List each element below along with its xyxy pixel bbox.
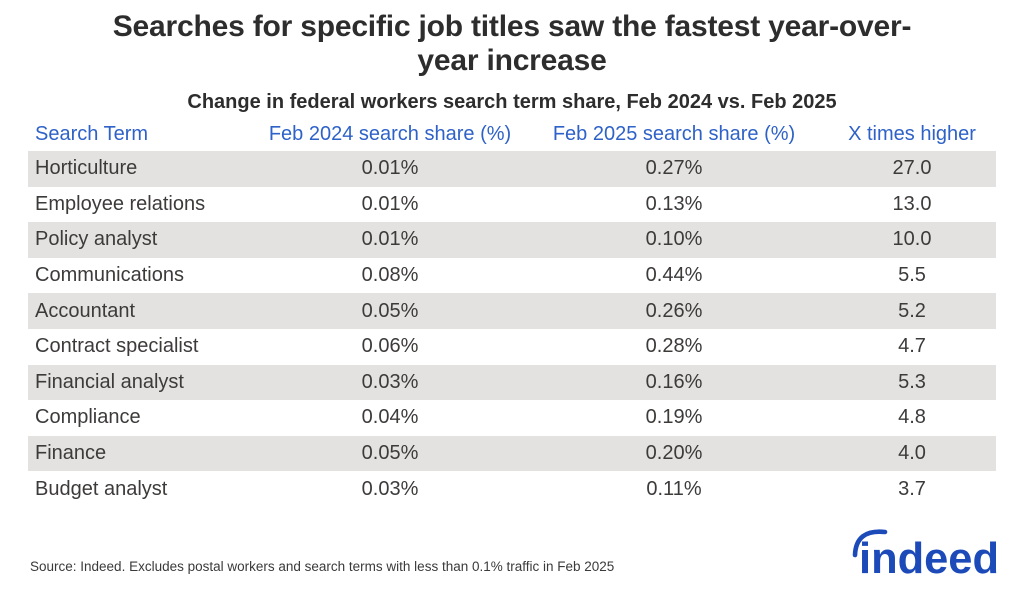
cell-feb2024: 0.08% — [361, 264, 419, 287]
cell-term: Horticulture — [35, 157, 138, 180]
cell-ratio: 5.5 — [898, 264, 926, 287]
table-row: Accountant 0.05% 0.26% 5.2 — [28, 293, 996, 329]
cell-feb2024: 0.01% — [361, 228, 419, 251]
cell-feb2025: 0.11% — [646, 477, 702, 500]
cell-feb2024: 0.01% — [361, 192, 419, 215]
column-header-search-term: Search Term — [35, 123, 149, 145]
cell-feb2025: 0.44% — [645, 264, 703, 287]
cell-term: Policy analyst — [35, 228, 158, 251]
cell-term: Employee relations — [35, 192, 206, 215]
cell-term: Compliance — [35, 406, 141, 429]
cell-feb2025: 0.10% — [645, 228, 703, 251]
table-row: Compliance 0.04% 0.19% 4.8 — [28, 400, 996, 436]
indeed-logo: indeed — [852, 529, 999, 578]
table-row: Employee relations 0.01% 0.13% 13.0 — [28, 187, 996, 223]
source-note: Source: Indeed. Excludes postal workers … — [30, 559, 615, 574]
table-header-row: Search Term Feb 2024 search share (%) Fe… — [28, 118, 996, 151]
cell-ratio: 4.8 — [898, 406, 926, 429]
cell-feb2025: 0.19% — [645, 406, 703, 429]
cell-feb2024: 0.06% — [361, 335, 419, 358]
column-header-x-times-higher: X times higher — [848, 123, 976, 145]
cell-feb2024: 0.03% — [361, 370, 419, 393]
cell-ratio: 5.3 — [898, 370, 926, 393]
cell-feb2025: 0.16% — [645, 370, 703, 393]
cell-ratio: 4.0 — [898, 442, 926, 465]
table-row: Communications 0.08% 0.44% 5.5 — [28, 258, 996, 294]
cell-term: Budget analyst — [35, 477, 168, 500]
cell-term: Financial analyst — [35, 370, 184, 393]
cell-ratio: 4.7 — [898, 335, 926, 358]
cell-feb2025: 0.28% — [645, 335, 703, 358]
column-header-feb-2025-share: Feb 2025 search share (%) — [552, 123, 796, 145]
chart-title-line-1: Searches for specific job titles saw the… — [112, 10, 912, 43]
table-row: Budget analyst 0.03% 0.11% 3.7 — [28, 471, 996, 507]
cell-ratio: 5.2 — [898, 299, 926, 322]
chart-title-line-2: year increase — [417, 44, 607, 77]
cell-feb2025: 0.26% — [645, 299, 703, 322]
table-row: Horticulture 0.01% 0.27% 27.0 — [28, 151, 996, 187]
cell-ratio: 27.0 — [892, 157, 932, 180]
chart-subtitle: Change in federal workers search term sh… — [187, 91, 837, 113]
cell-feb2025: 0.27% — [645, 157, 703, 180]
cell-feb2024: 0.03% — [361, 477, 419, 500]
cell-ratio: 13.0 — [892, 192, 932, 215]
cell-term: Accountant — [35, 299, 136, 322]
indeed-logo-arc-icon — [852, 529, 888, 558]
table-row: Policy analyst 0.01% 0.10% 10.0 — [28, 222, 996, 258]
chart-title: Searches for specific job titles saw the… — [0, 0, 1024, 78]
cell-feb2024: 0.05% — [361, 299, 419, 322]
cell-ratio: 3.7 — [898, 477, 926, 500]
search-term-table: Search Term Feb 2024 search share (%) Fe… — [28, 118, 996, 507]
column-header-feb-2024-share: Feb 2024 search share (%) — [268, 123, 512, 145]
cell-feb2025: 0.20% — [645, 442, 703, 465]
cell-feb2024: 0.05% — [361, 442, 419, 465]
cell-feb2024: 0.04% — [361, 406, 419, 429]
table-row: Finance 0.05% 0.20% 4.0 — [28, 435, 996, 472]
indeed-logo-text: indeed — [859, 534, 999, 578]
cell-term: Finance — [35, 442, 107, 465]
cell-term: Contract specialist — [35, 335, 199, 358]
cell-feb2024: 0.01% — [361, 157, 419, 180]
cell-feb2025: 0.13% — [645, 192, 703, 215]
cell-ratio: 10.0 — [892, 228, 932, 251]
table-row: Financial analyst 0.03% 0.16% 5.3 — [28, 364, 996, 401]
cell-term: Communications — [35, 264, 184, 287]
table-row: Contract specialist 0.06% 0.28% 4.7 — [28, 329, 996, 365]
